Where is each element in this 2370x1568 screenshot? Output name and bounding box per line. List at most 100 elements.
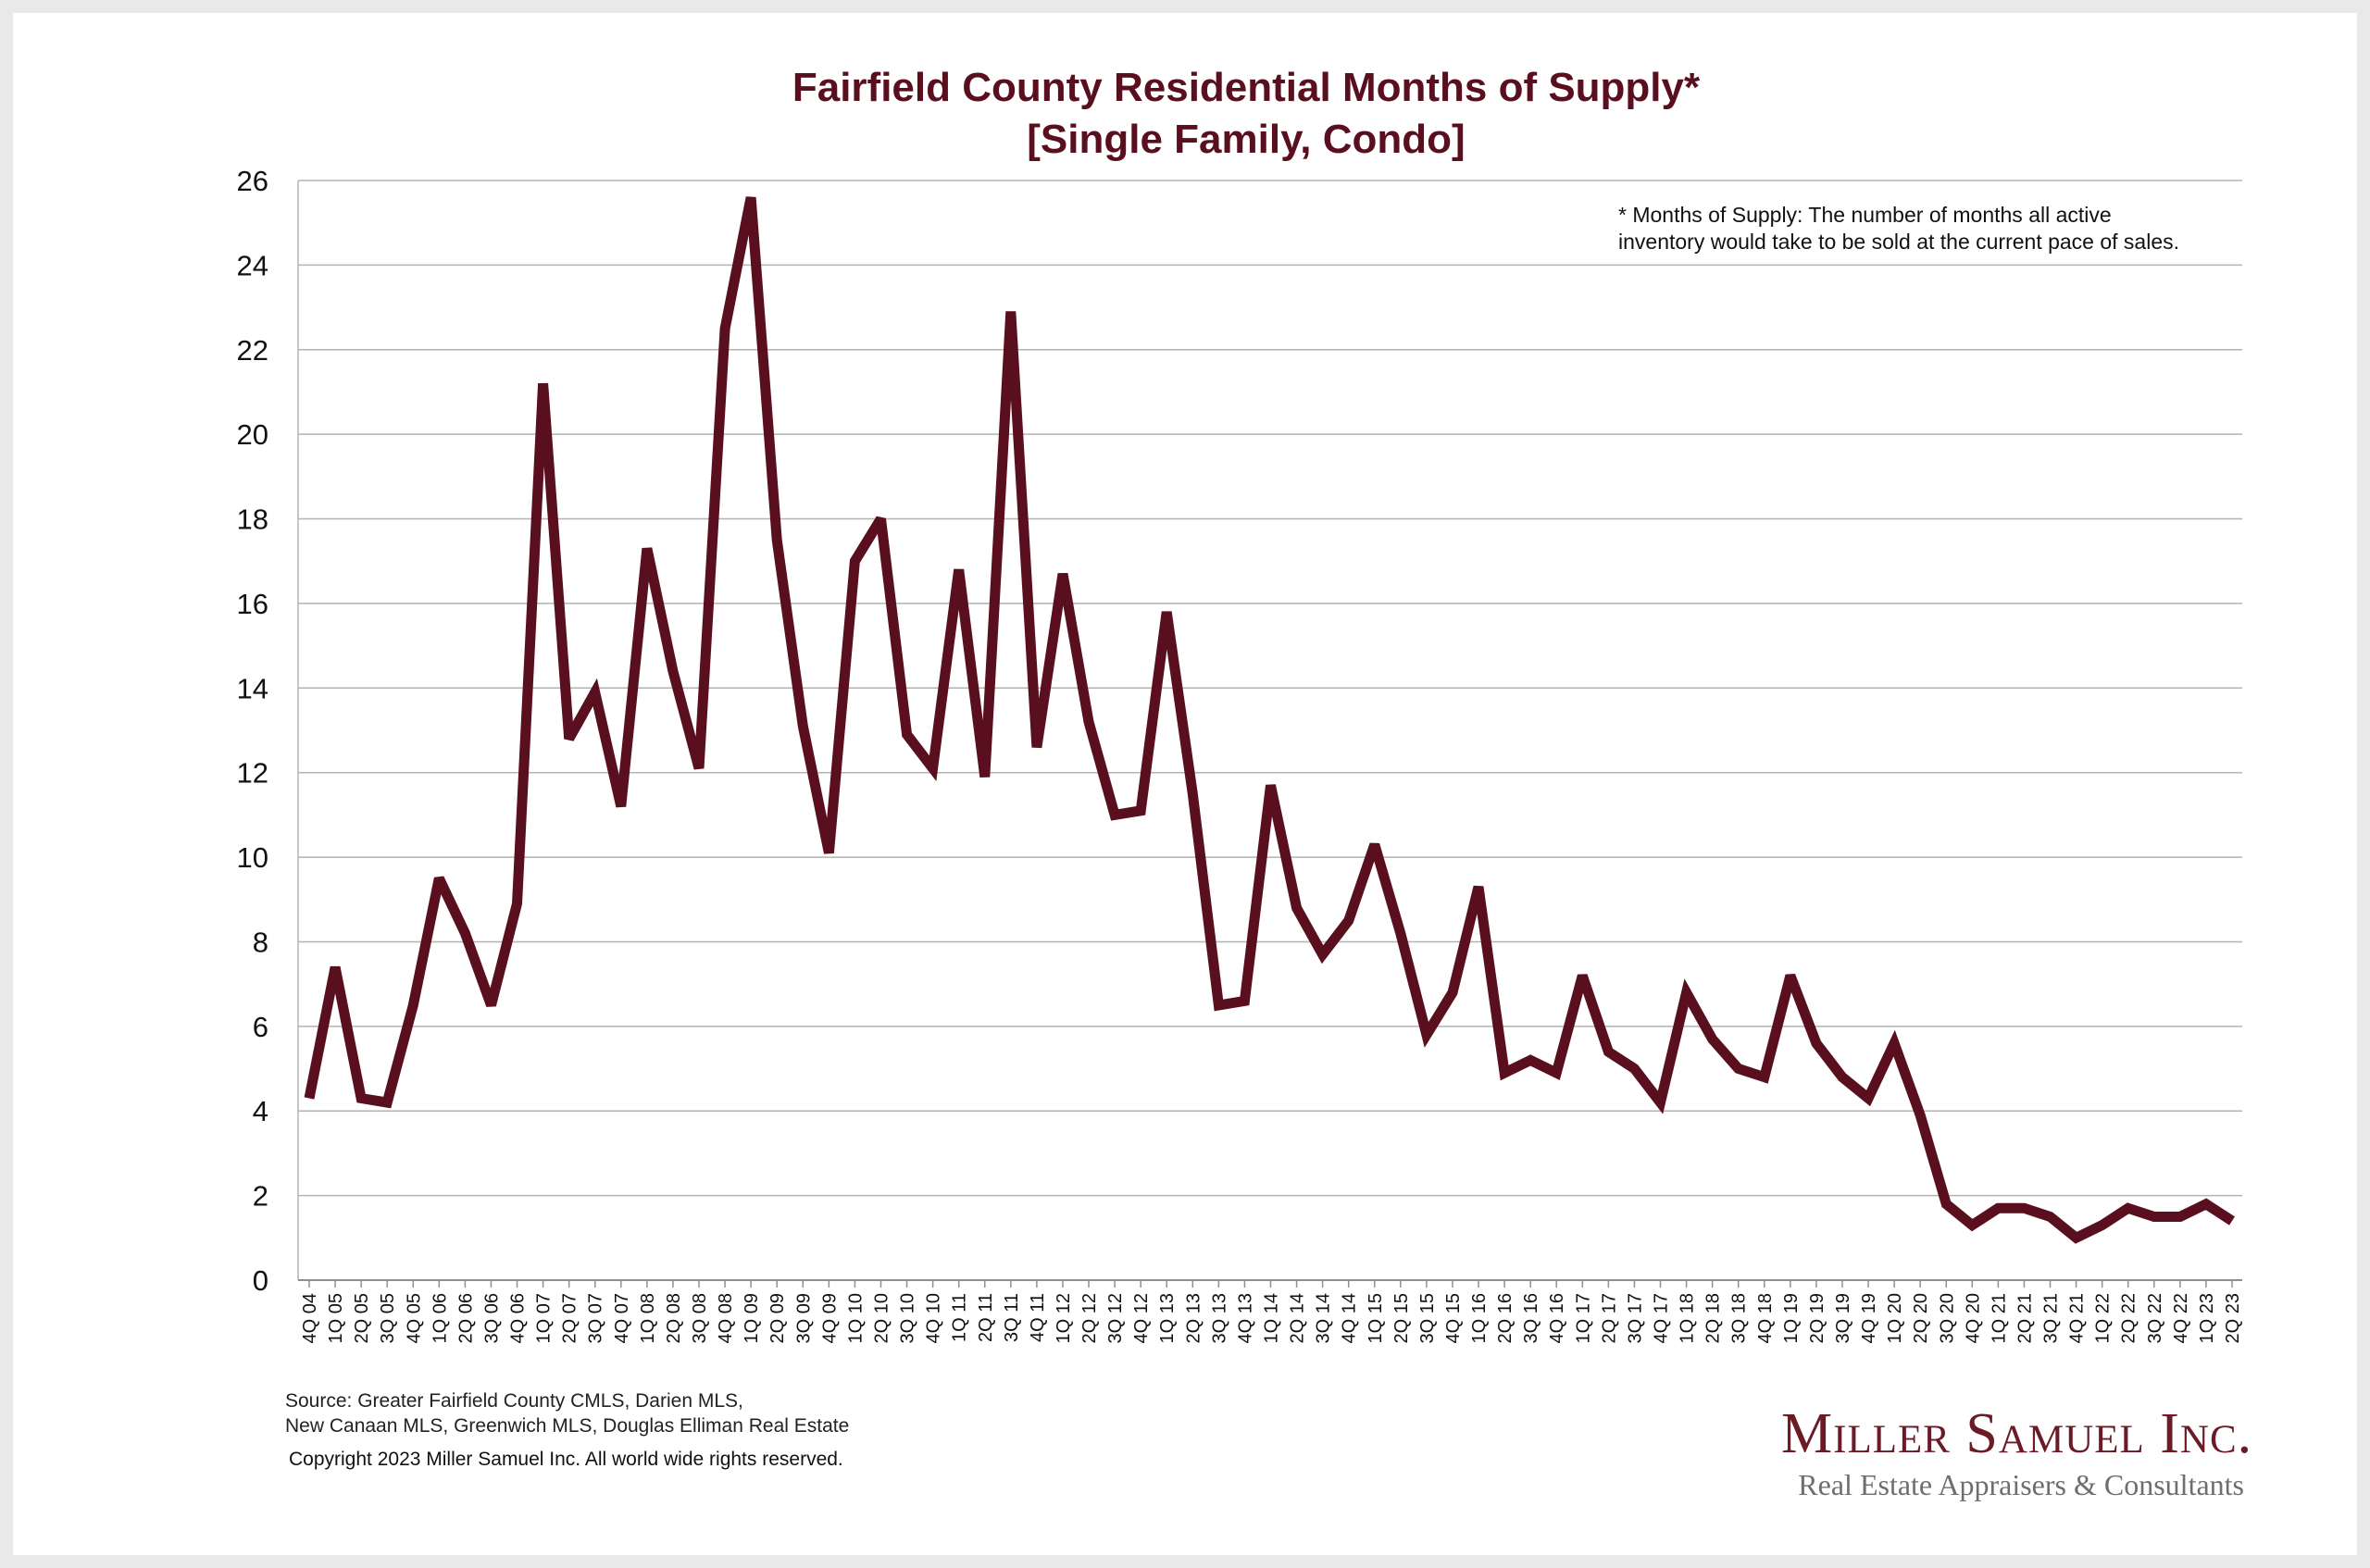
x-tick-label: 1Q 08: [638, 1293, 658, 1343]
x-tick-label: 4Q 20: [1963, 1293, 1983, 1343]
months-of-supply-footnote: * Months of Supply: The number of months…: [1618, 202, 2179, 255]
logo-company-name: Miller Samuel Inc.: [1781, 1402, 2253, 1465]
y-tick-label: 14: [237, 672, 268, 704]
x-tick-label: 2Q 10: [871, 1293, 892, 1343]
x-tick-label: 2Q 13: [1183, 1293, 1204, 1343]
x-tick-label: 1Q 13: [1157, 1293, 1178, 1343]
source-note: Source: Greater Fairfield County CMLS, D…: [285, 1388, 849, 1438]
x-tick-label: 3Q 06: [481, 1293, 502, 1343]
x-tick-label: 1Q 20: [1885, 1293, 1905, 1343]
x-tick-label: 4Q 18: [1755, 1293, 1776, 1343]
x-tick-label: 4Q 08: [716, 1293, 736, 1343]
x-tick-label: 2Q 23: [2223, 1293, 2243, 1343]
source-line-1: Source: Greater Fairfield County CMLS, D…: [285, 1390, 743, 1412]
x-tick-label: 3Q 20: [1937, 1293, 1957, 1343]
x-tick-label: 1Q 07: [534, 1293, 555, 1343]
footnote-line-1: * Months of Supply: The number of months…: [1618, 203, 2112, 227]
x-tick-label: 1Q 11: [950, 1293, 970, 1342]
x-tick-label: 4Q 06: [508, 1293, 529, 1343]
x-tick-label: 1Q 06: [430, 1293, 450, 1343]
x-tick-label: 2Q 17: [1599, 1293, 1619, 1343]
x-tick-label: 1Q 21: [1989, 1293, 2009, 1343]
x-tick-label: 2Q 18: [1703, 1293, 1724, 1343]
x-tick-label: 1Q 05: [326, 1293, 346, 1343]
x-tick-label: 2Q 06: [455, 1293, 476, 1343]
x-axis-tick-labels: 4Q 04 1Q 05 2Q 05 3Q 05 4Q 05 1Q 06 2Q 06 3Q 06…: [300, 1293, 2243, 1343]
x-tick-label: 1Q 19: [1781, 1293, 1802, 1343]
x-tick-label: 3Q 14: [1314, 1293, 1334, 1343]
x-tick-label: 3Q 10: [898, 1293, 918, 1343]
x-tick-label: 3Q 19: [1833, 1293, 1853, 1343]
x-tick-label: 2Q 19: [1807, 1293, 1827, 1343]
x-axis: [298, 1279, 2242, 1288]
x-tick-label: 3Q 09: [793, 1293, 814, 1343]
x-tick-label: 3Q 11: [1002, 1293, 1022, 1342]
gridlines: [297, 180, 2242, 1281]
x-tick-label: 2Q 21: [2014, 1293, 2035, 1343]
x-tick-label: 4Q 21: [2067, 1293, 2088, 1343]
x-tick-label: 4Q 16: [1547, 1293, 1567, 1343]
x-tick-label: 1Q 14: [1262, 1293, 1282, 1343]
source-line-2: New Canaan MLS, Greenwich MLS, Douglas E…: [285, 1415, 850, 1437]
x-tick-label: 2Q 12: [1079, 1293, 1100, 1343]
y-tick-label: 10: [237, 841, 268, 874]
x-tick-label: 3Q 08: [690, 1293, 710, 1343]
x-tick-label: 2Q 08: [664, 1293, 684, 1343]
x-tick-label: 1Q 09: [742, 1293, 762, 1343]
x-tick-label: 1Q 16: [1469, 1293, 1490, 1343]
x-tick-label: 1Q 22: [2093, 1293, 2114, 1343]
chart-frame: [13, 13, 2357, 1555]
y-tick-label: 2: [253, 1180, 268, 1213]
x-tick-label: 1Q 23: [2197, 1293, 2217, 1343]
x-tick-label: 1Q 12: [1054, 1293, 1074, 1343]
x-tick-label: 1Q 15: [1366, 1293, 1386, 1343]
x-tick-label: 4Q 17: [1652, 1293, 1672, 1343]
x-tick-label: 2Q 22: [2119, 1293, 2139, 1343]
x-tick-label: 3Q 05: [378, 1293, 398, 1343]
company-logo: Miller Samuel Inc. Real Estate Appraiser…: [1781, 1401, 2253, 1503]
y-tick-label: 16: [237, 588, 268, 620]
y-tick-label: 0: [253, 1264, 268, 1297]
x-tick-label: 2Q 07: [560, 1293, 580, 1343]
x-tick-label: 3Q 18: [1729, 1293, 1750, 1343]
y-tick-label: 12: [237, 757, 268, 790]
series-line-0: [304, 196, 2235, 1244]
x-tick-label: 1Q 10: [845, 1293, 866, 1343]
chart-title: Fairfield County Residential Months of S…: [792, 65, 1701, 110]
x-tick-label: 3Q 12: [1105, 1293, 1126, 1343]
x-tick-label: 3Q 16: [1521, 1293, 1541, 1343]
x-tick-label: 4Q 09: [819, 1293, 840, 1343]
x-tick-label: 1Q 18: [1678, 1293, 1698, 1343]
x-tick-label: 3Q 22: [2145, 1293, 2165, 1343]
x-tick-label: 2Q 20: [1911, 1293, 1931, 1343]
x-tick-label: 3Q 21: [2041, 1293, 2062, 1343]
x-tick-label: 4Q 19: [1859, 1293, 1879, 1343]
x-tick-label: 4Q 22: [2171, 1293, 2191, 1343]
x-tick-label: 3Q 13: [1209, 1293, 1229, 1343]
footnote-line-2: inventory would take to be sold at the c…: [1618, 230, 2180, 254]
x-tick-label: 4Q 14: [1340, 1293, 1360, 1343]
y-tick-label: 20: [237, 418, 268, 451]
x-tick-label: 4Q 10: [924, 1293, 944, 1343]
chart-subtitle: [Single Family, Condo]: [1027, 117, 1466, 162]
x-tick-label: 3Q 07: [586, 1293, 606, 1343]
x-tick-label: 3Q 15: [1417, 1293, 1438, 1343]
x-tick-label: 4Q 04: [300, 1293, 320, 1343]
x-tick-label: 4Q 13: [1235, 1293, 1255, 1343]
y-tick-label: 4: [253, 1095, 268, 1127]
y-tick-label: 8: [253, 926, 268, 958]
x-tick-label: 4Q 11: [1028, 1293, 1048, 1342]
x-tick-label: 2Q 16: [1495, 1293, 1516, 1343]
copyright-note: Copyright 2023 Miller Samuel Inc. All wo…: [289, 1449, 843, 1470]
x-tick-label: 4Q 07: [612, 1293, 632, 1343]
x-tick-label: 4Q 05: [404, 1293, 424, 1343]
y-tick-label: 6: [253, 1011, 268, 1043]
y-tick-label: 18: [237, 504, 268, 536]
x-tick-label: 1Q 17: [1573, 1293, 1593, 1343]
y-tick-label: 24: [237, 249, 268, 281]
x-tick-label: 4Q 15: [1443, 1293, 1464, 1343]
x-tick-label: 4Q 12: [1131, 1293, 1152, 1343]
x-tick-label: 2Q 15: [1391, 1293, 1412, 1343]
